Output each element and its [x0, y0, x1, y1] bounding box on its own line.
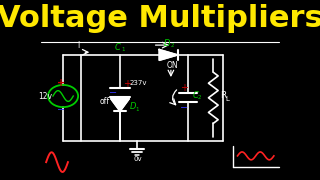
Text: 12v: 12v	[38, 91, 52, 100]
Text: C: C	[192, 91, 198, 100]
Text: +: +	[180, 83, 188, 93]
Text: C: C	[115, 43, 121, 52]
Text: 0v: 0v	[134, 156, 142, 162]
Text: 237v: 237v	[130, 80, 147, 86]
Text: +: +	[123, 79, 131, 89]
Text: off: off	[99, 97, 109, 106]
Text: 1: 1	[136, 107, 139, 112]
Text: +: +	[57, 78, 65, 88]
Text: 2: 2	[171, 44, 174, 48]
Text: D: D	[130, 102, 137, 111]
Text: L: L	[225, 96, 229, 102]
Text: I: I	[78, 41, 80, 50]
Text: Voltage Multipliers: Voltage Multipliers	[0, 4, 320, 33]
Text: D: D	[164, 39, 171, 48]
Text: −: −	[109, 88, 117, 98]
Text: 2: 2	[198, 95, 201, 100]
Text: 1: 1	[121, 48, 125, 52]
Text: −: −	[57, 105, 65, 115]
Polygon shape	[111, 99, 129, 111]
Text: −: −	[180, 103, 188, 113]
Text: R: R	[220, 91, 226, 100]
Polygon shape	[159, 50, 178, 60]
Text: ON: ON	[166, 61, 178, 70]
